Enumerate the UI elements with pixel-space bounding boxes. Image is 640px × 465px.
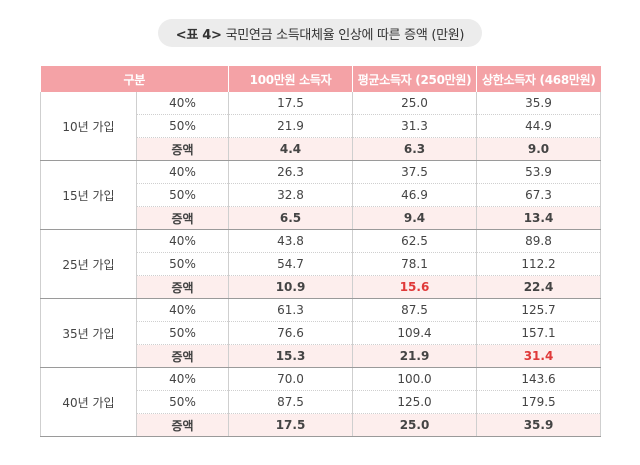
table-cell: 9.4: [352, 206, 477, 230]
table-cell: 21.9: [228, 114, 353, 138]
table-cell: 87.5: [228, 390, 353, 414]
table-cell: 17.5: [228, 413, 353, 437]
header-category: 구분: [40, 66, 230, 92]
header-100: 100만원 소득자: [228, 66, 354, 92]
rate-label: 50%: [135, 321, 229, 345]
table-cell: 76.6: [228, 321, 353, 345]
table-cell: 6.3: [352, 137, 477, 161]
increase-label: 증액: [135, 137, 229, 161]
increase-label: 증액: [135, 206, 229, 230]
table-caption: <표 4> 국민연금 소득대체율 인상에 따른 증액 (만원): [158, 19, 482, 47]
increase-label: 증액: [135, 413, 229, 437]
table-cell: 13.4: [476, 206, 601, 230]
table-cell: 17.5: [228, 92, 353, 115]
table-cell: 15.6: [352, 275, 477, 299]
increase-row: 증액 10.9 15.6 22.4: [41, 275, 601, 299]
table-cell: 53.9: [476, 160, 601, 184]
table-cell: 15.3: [228, 344, 353, 368]
increase-row: 증액 4.4 6.3 9.0: [41, 137, 601, 161]
table-cell: 43.8: [228, 229, 353, 253]
table-cell: 100.0: [352, 367, 477, 391]
table-cell: 22.4: [476, 275, 601, 299]
caption-text: 국민연금 소득대체율 인상에 따른 증액 (만원): [225, 27, 465, 43]
group-label: 10년 가입: [40, 92, 137, 161]
table-cell: 78.1: [352, 252, 477, 276]
table-cell: 21.9: [352, 344, 477, 368]
table-cell: 143.6: [476, 367, 601, 391]
rate-row: 40년 가입 40% 70.0 100.0 143.6: [40, 367, 601, 437]
table-cell: 10.9: [228, 275, 353, 299]
table-cell: 157.1: [476, 321, 601, 345]
rate-label: 40%: [135, 229, 229, 253]
rate-row: 10년 가입 40% 17.5 25.0 35.9: [40, 92, 601, 161]
table-body: 10년 가입 40% 17.5 25.0 35.9 50% 21.9 31.3 44.9 증액 4.…: [40, 92, 601, 437]
table-cell: 31.3: [352, 114, 477, 138]
group-label: 15년 가입: [40, 160, 137, 230]
table-cell: 4.4: [228, 137, 353, 161]
increase-label: 증액: [135, 275, 229, 299]
table-cell: 31.4: [476, 344, 601, 368]
table-cell: 62.5: [352, 229, 477, 253]
table-cell: 89.8: [476, 229, 601, 253]
table-cell: 61.3: [228, 298, 353, 322]
rate-row: 50% 21.9 31.3 44.9: [41, 114, 601, 138]
table-cell: 125.7: [476, 298, 601, 322]
rate-row: 50% 54.7 78.1 112.2: [41, 252, 601, 276]
table-cell: 35.9: [476, 92, 601, 115]
caption-tag: <표 4>: [175, 27, 222, 43]
rate-label: 50%: [135, 252, 229, 276]
table-cell: 35.9: [476, 413, 601, 437]
rate-label: 40%: [135, 298, 229, 322]
table-cell: 25.0: [352, 92, 477, 115]
rate-row: 50% 32.8 46.9 67.3: [41, 183, 601, 207]
table-cell: 9.0: [476, 137, 601, 161]
group-label: 40년 가입: [40, 367, 137, 437]
table-cell: 87.5: [352, 298, 477, 322]
rate-row: 50% 87.5 125.0 179.5: [41, 390, 601, 414]
table-cell: 44.9: [476, 114, 601, 138]
rate-label: 50%: [135, 114, 229, 138]
table-cell: 109.4: [352, 321, 477, 345]
rate-label: 50%: [135, 390, 229, 414]
table-cell: 26.3: [228, 160, 353, 184]
rate-label: 40%: [135, 160, 229, 184]
table-cell: 54.7: [228, 252, 353, 276]
pension-increase-table: 구분 100만원 소득자 평균소득자 (250만원) 상한소득자 (468만원)…: [40, 66, 601, 437]
rate-row: 25년 가입 40% 43.8 62.5 89.8: [40, 229, 601, 299]
table-cell: 46.9: [352, 183, 477, 207]
table-cell: 32.8: [228, 183, 353, 207]
table-cell: 67.3: [476, 183, 601, 207]
table-cell: 112.2: [476, 252, 601, 276]
header-average: 평균소득자 (250만원): [352, 66, 478, 92]
table-cell: 37.5: [352, 160, 477, 184]
rate-row: 15년 가입 40% 26.3 37.5 53.9: [40, 160, 601, 230]
increase-label: 증액: [135, 344, 229, 368]
group-label: 25년 가입: [40, 229, 137, 299]
rate-label: 40%: [135, 92, 229, 115]
rate-row: 35년 가입 40% 61.3 87.5 125.7: [40, 298, 601, 368]
rate-row: 50% 76.6 109.4 157.1: [41, 321, 601, 345]
table-cell: 179.5: [476, 390, 601, 414]
table-header-row: 구분 100만원 소득자 평균소득자 (250만원) 상한소득자 (468만원): [40, 66, 601, 92]
rate-label: 40%: [135, 367, 229, 391]
table-cell: 125.0: [352, 390, 477, 414]
table-cell: 70.0: [228, 367, 353, 391]
increase-row: 증액 15.3 21.9 31.4: [41, 344, 601, 368]
increase-row: 증액 6.5 9.4 13.4: [41, 206, 601, 230]
rate-label: 50%: [135, 183, 229, 207]
header-upper: 상한소득자 (468만원): [476, 66, 601, 92]
increase-row: 증액 17.5 25.0 35.9: [41, 413, 601, 437]
table-cell: 6.5: [228, 206, 353, 230]
table-cell: 25.0: [352, 413, 477, 437]
group-label: 35년 가입: [40, 298, 137, 368]
